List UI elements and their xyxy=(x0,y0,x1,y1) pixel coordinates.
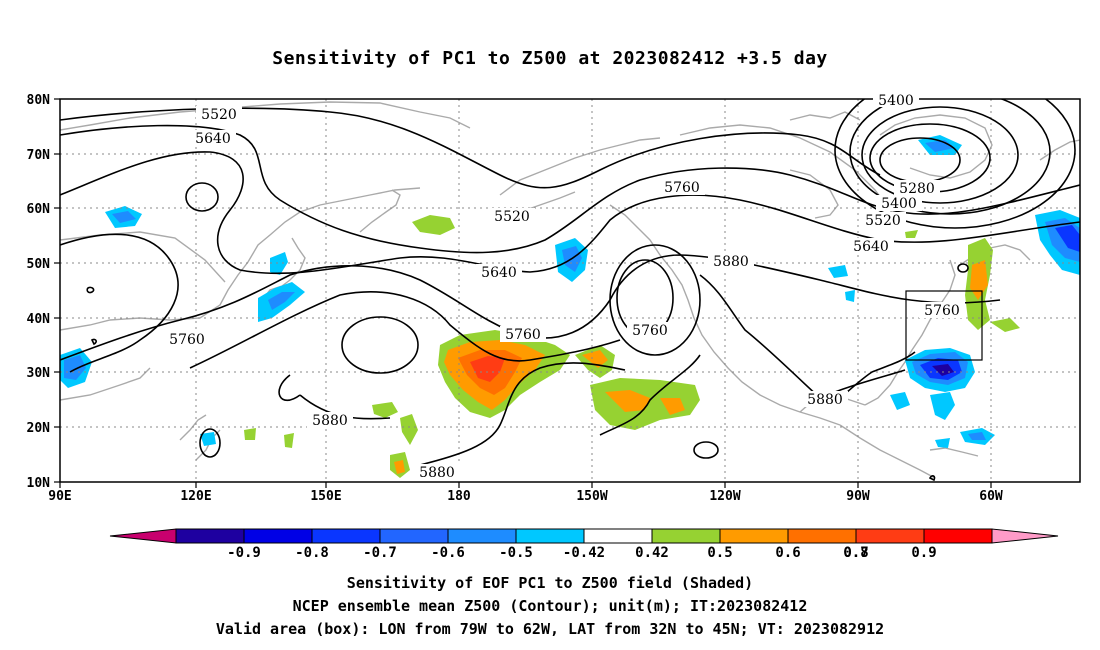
colorbar-swatch xyxy=(719,528,789,544)
colorbar-label: 0.5 xyxy=(707,545,732,561)
lon-label-90e: 90E xyxy=(48,489,71,504)
contour-label: 5640 xyxy=(481,265,517,281)
contour-label: 5640 xyxy=(853,239,889,255)
colorbar-swatch xyxy=(447,528,517,544)
contour-label: 5400 xyxy=(878,93,914,109)
contour-label: 5880 xyxy=(419,465,455,481)
colorbar-label: 0.7 xyxy=(843,545,868,561)
lat-label-30n: 30N xyxy=(27,366,51,381)
lon-label-150e: 150E xyxy=(310,489,341,504)
contour-label: 5640 xyxy=(195,131,231,147)
lat-label-10n: 10N xyxy=(27,476,51,491)
colorbar: -0.9 -0.8 -0.7 -0.6 -0.5 -0.42 0.42 0.5 0.6 0.70.… xyxy=(109,528,1059,561)
chart-title: Sensitivity of PC1 to Z500 at 2023082412… xyxy=(272,48,828,69)
valid-area-box xyxy=(905,290,983,361)
lon-label-60w: 60W xyxy=(979,489,1003,504)
footer-line-3: Valid area (box): LON from 79W to 62W, L… xyxy=(215,620,885,638)
colorbar-swatch xyxy=(583,528,653,544)
colorbar-label: -0.7 xyxy=(363,545,397,561)
colorbar-swatch xyxy=(379,528,449,544)
contour-label: 5760 xyxy=(169,332,205,348)
contour-label: 5880 xyxy=(312,413,348,429)
lat-label-50n: 50N xyxy=(27,257,51,272)
contour-label: 5520 xyxy=(201,107,237,123)
colorbar-label: -0.42 xyxy=(563,545,605,561)
lat-label-60n: 60N xyxy=(27,202,51,217)
plot-frame xyxy=(59,98,1081,483)
lat-label-20n: 20N xyxy=(27,421,51,436)
colorbar-swatch xyxy=(651,528,721,544)
colorbar-high-triangle xyxy=(991,528,1059,544)
contour-label: 5760 xyxy=(505,327,541,343)
lat-label-40n: 40N xyxy=(27,312,51,327)
map-plot-area xyxy=(60,99,1080,482)
colorbar-label: 0.42 xyxy=(635,545,669,561)
lat-label-70n: 70N xyxy=(27,148,51,163)
colorbar-label: -0.8 xyxy=(295,545,329,561)
colorbar-swatch xyxy=(923,528,993,544)
contour-labels: 5520 5640 5520 5640 5760 5760 5760 5880 … xyxy=(164,93,965,481)
contour-label: 5520 xyxy=(865,213,901,229)
lat-tick-labels: 10N 20N 30N 40N 50N 60N 70N 80N xyxy=(27,93,51,491)
colorbar-label: 0.6 xyxy=(775,545,800,561)
contour-label: 5760 xyxy=(632,323,668,339)
contour-label: 5760 xyxy=(924,303,960,319)
lon-label-90w: 90W xyxy=(846,489,870,504)
colorbar-label: -0.5 xyxy=(499,545,533,561)
colorbar-label: -0.9 xyxy=(227,545,261,561)
lon-tick-labels: 90E 120E 150E 180 150W 120W 90W 60W xyxy=(48,489,1003,504)
lon-label-120e: 120E xyxy=(180,489,211,504)
contour-label: 5760 xyxy=(664,180,700,196)
contour-label: 5280 xyxy=(899,181,935,197)
grid-lines xyxy=(60,99,1080,482)
colorbar-swatch xyxy=(515,528,585,544)
colorbar-swatch xyxy=(243,528,313,544)
lon-label-150w: 150W xyxy=(576,489,607,504)
lon-label-180: 180 xyxy=(447,489,471,504)
contour-label: 5880 xyxy=(807,392,843,408)
colorbar-label: 0.9 xyxy=(911,545,936,561)
contour-label: 5880 xyxy=(713,254,749,270)
lat-label-80n: 80N xyxy=(27,93,51,108)
footer-line-1: Sensitivity of EOF PC1 to Z500 field (Sh… xyxy=(346,574,754,592)
colorbar-swatch xyxy=(311,528,381,544)
colorbar-low-triangle xyxy=(109,528,177,544)
colorbar-swatch xyxy=(855,528,925,544)
tick-marks xyxy=(54,98,992,488)
colorbar-label: 0.8 xyxy=(843,545,868,561)
contour-label: 5400 xyxy=(881,196,917,212)
footer-line-2: NCEP ensemble mean Z500 (Contour); unit(… xyxy=(292,597,808,615)
colorbar-swatch xyxy=(175,528,245,544)
contour-label: 5520 xyxy=(494,209,530,225)
colorbar-swatch xyxy=(787,528,857,544)
colorbar-label: -0.6 xyxy=(431,545,465,561)
lon-label-120w: 120W xyxy=(709,489,740,504)
sensitivity-shading xyxy=(60,135,1080,478)
